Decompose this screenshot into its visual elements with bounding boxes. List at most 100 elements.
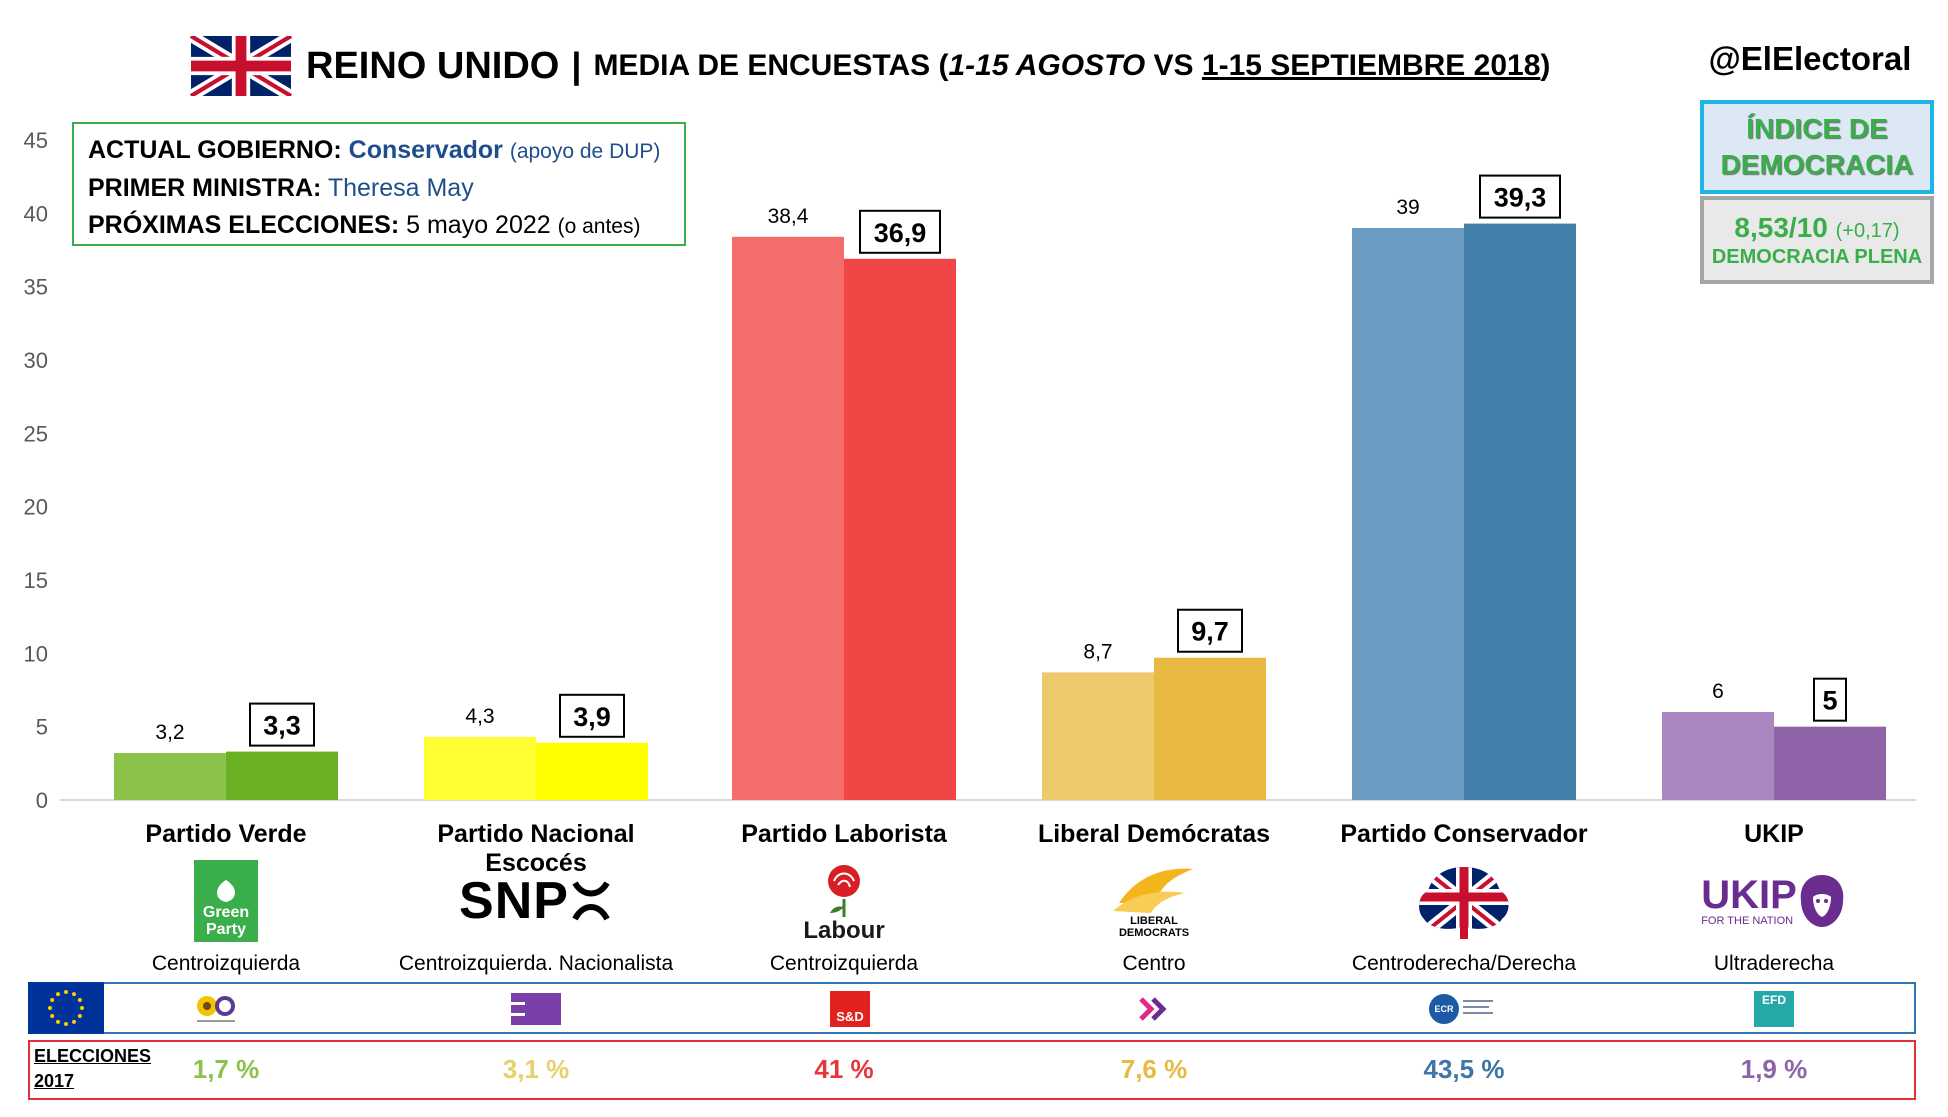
chart-subtitle: MEDIA DE ENCUESTAS (1-15 AGOSTO VS 1-15 … [593, 49, 1550, 83]
elections-2017-label: ELECCIONES 2017 [34, 1044, 151, 1094]
eu-flag-icon [28, 982, 104, 1034]
alde-chevron-icon [1124, 990, 1184, 1028]
conservative-tree-logo [1384, 856, 1544, 946]
y-tick-label-30: 30 [24, 348, 48, 373]
data-label-5-series-1: 5 [1822, 686, 1837, 716]
ukip-text-block: UKIP FOR THE NATION [1701, 875, 1797, 927]
bar-chart: 0 5 10 15 20 25 30 35 40 45 3,2 3,3 4,3 3,9 38,4 36,9 8,… [24, 128, 1916, 813]
data-label-box-0 [249, 702, 315, 747]
party-ideology-5: Ultraderecha [1713, 952, 1835, 975]
libdem-logo-line2: DEMOCRATS [1118, 927, 1190, 939]
bar-2-series-1 [844, 258, 956, 800]
subtitle-period1: 1-15 AGOSTO [948, 49, 1146, 82]
libdem-logo-line1: LIBERAL [1130, 915, 1178, 927]
eu-star-icon [64, 990, 68, 994]
eu-star-icon [64, 1022, 68, 1026]
data-label-box-4 [1479, 174, 1561, 219]
party-name-5: UKIP [1744, 820, 1804, 848]
elections-2017-value-0: 1,7 % [192, 1054, 260, 1084]
labour-logo-text: Labour [803, 917, 885, 944]
elections-label: PRÓXIMAS ELECCIONES: [88, 211, 400, 239]
s-and-d-icon: S&D [820, 990, 880, 1028]
data-label-5-series-0: 6 [1712, 680, 1724, 703]
eu-star-icon [50, 1014, 55, 1018]
democracy-score-row: 8,53/10 (+0,17) [1734, 212, 1899, 244]
party-name-0: Partido Verde [145, 820, 307, 848]
rose-icon [828, 865, 860, 917]
data-label-0-series-0: 3,2 [155, 721, 184, 744]
elections-2017-value-4: 43,5 % [1423, 1054, 1505, 1084]
democracy-title-line1: ÍNDICE DE [1746, 113, 1888, 144]
pm-value: Theresa May [327, 174, 474, 202]
elections-label-line1: ELECCIONES [34, 1046, 152, 1066]
bar-4-series-1 [1464, 223, 1576, 801]
labour-rose-logo: Labour [764, 856, 924, 946]
ecr-icon: ECR [1424, 990, 1504, 1028]
data-label-4-series-0: 39 [1396, 196, 1419, 219]
bar-0-series-1 [226, 751, 338, 800]
conservative-tree-icon [1419, 867, 1509, 939]
snp-saltire-icon [572, 881, 610, 921]
pm-label: PRIMER MINISTRA: [88, 174, 322, 202]
elections-2017-value-2: 41 % [814, 1054, 874, 1084]
ukip-logo-text: UKIP [1701, 873, 1797, 917]
y-tick-label-0: 0 [36, 788, 48, 813]
democracy-change: (+0,17) [1835, 219, 1900, 242]
elections-2017-value-3: 7,6 % [1120, 1054, 1188, 1084]
uk-flag-icon [190, 36, 292, 96]
elections-2017-value-5: 1,9 % [1740, 1054, 1808, 1084]
y-tick-label-10: 10 [24, 641, 48, 666]
party-name-4: Partido Conservador [1340, 820, 1588, 848]
data-label-0-series-1: 3,3 [263, 711, 301, 741]
democracy-score: 8,53/10 [1734, 211, 1828, 243]
s-and-d-text: S&D [830, 991, 870, 1027]
snp-logo-text: SNP [459, 872, 569, 930]
data-label-3-series-1: 9,7 [1191, 617, 1229, 647]
data-label-box-3 [1177, 608, 1243, 653]
bar-3-series-0 [1042, 672, 1154, 800]
eu-star-icon [72, 1019, 76, 1024]
chevron-icon [1139, 997, 1167, 1021]
purple-bars-icon [511, 993, 561, 1025]
subtitle-vs: VS [1145, 49, 1202, 82]
sunflower-icon [197, 996, 235, 1022]
elections-row: PRÓXIMAS ELECCIONES: 5 mayo 2022 (o ante… [88, 207, 670, 245]
government-row: ACTUAL GOBIERNO: Conservador (apoyo de D… [88, 132, 670, 170]
greens-efa-bars-icon [506, 990, 566, 1028]
democracy-index-title-box: ÍNDICE DE DEMOCRACIA [1700, 100, 1934, 194]
y-tick-label-25: 25 [24, 421, 48, 446]
leaf-icon [216, 880, 236, 902]
data-label-1-series-1: 3,9 [573, 702, 611, 732]
eu-star-icon [50, 998, 55, 1002]
party-ideology-1: Centroizquierda. Nacionalista [398, 952, 674, 975]
bar-3-series-1 [1154, 657, 1266, 800]
data-label-1-series-0: 4,3 [465, 705, 494, 728]
party-ideology-3: Centro [1122, 952, 1186, 975]
elections-2017-row [28, 1040, 1916, 1100]
eu-star-icon [48, 1006, 52, 1010]
eu-star-icon [72, 992, 76, 997]
eu-star-icon [77, 1014, 82, 1018]
party-name-1: Partido Nacional Escocés [437, 820, 635, 877]
data-label-2-series-0: 38,4 [768, 205, 809, 228]
party-ideology-0: Centroizquierda [151, 952, 301, 975]
bar-4-series-0 [1352, 228, 1464, 800]
democracy-category: DEMOCRACIA PLENA [1711, 245, 1923, 268]
party-name-3: Liberal Demócratas [1037, 820, 1271, 848]
chart-title: REINO UNIDO [306, 44, 560, 87]
y-tick-label-45: 45 [24, 128, 48, 153]
gov-note: (apoyo de DUP) [509, 140, 661, 163]
lion-icon [1800, 875, 1844, 927]
eu-star-icon [80, 1006, 84, 1010]
ukip-lion-logo: UKIP FOR THE NATION [1694, 856, 1854, 946]
data-label-4-series-1: 39,3 [1494, 183, 1547, 213]
efdd-icon: EFD [1744, 990, 1804, 1028]
party-name-2: Partido Laborista [741, 820, 947, 848]
bar-5-series-0 [1662, 712, 1774, 800]
bar-1-series-0 [424, 736, 536, 800]
snp-logo: SNP [456, 856, 616, 946]
y-tick-label-20: 20 [24, 495, 48, 520]
greens-efa-icon [186, 990, 246, 1028]
handle-label: @ElElectoral [1708, 40, 1912, 77]
subtitle-period2: 1-15 SEPTIEMBRE 2018 [1201, 49, 1541, 82]
